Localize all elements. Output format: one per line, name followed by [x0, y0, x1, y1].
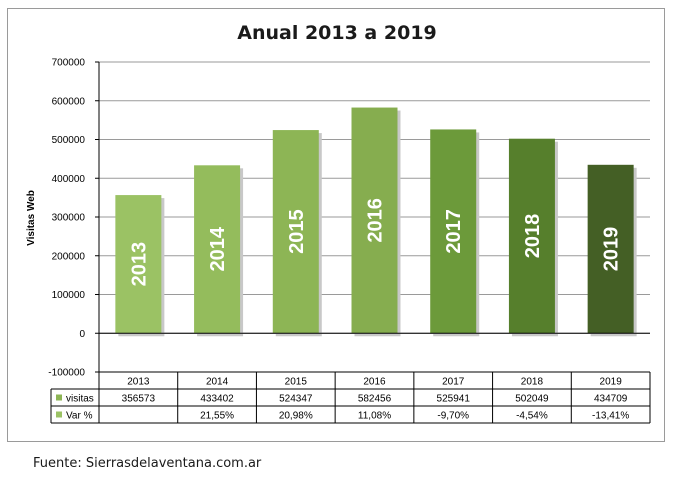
y-tick-label: 500000 [52, 135, 86, 146]
table-header-cell: 2016 [363, 377, 386, 388]
y-axis-ticks: 700000 600000 500000 400000 300000 200000 1000… [48, 58, 85, 379]
table-row-label: visitas [66, 394, 94, 405]
table-header-cell: 2014 [206, 377, 229, 388]
y-tick-label: 200000 [52, 251, 86, 262]
legend-key [56, 411, 62, 418]
y-tick-label: -100000 [48, 368, 85, 379]
chart-title: Anual 2013 a 2019 [237, 22, 437, 44]
bar [272, 130, 319, 334]
legend-key [56, 394, 62, 401]
table-cell: 524347 [279, 394, 313, 405]
bar-chart: 700000 600000 500000 400000 300000 200000 1000… [26, 58, 651, 424]
bar [194, 165, 241, 334]
table-cell: -4,54% [516, 411, 548, 422]
bar-label: 2015 [286, 209, 308, 254]
data-table: 2013 2014 2015 2016 2017 2018 2019 visitas 35657… [50, 371, 651, 424]
table-cell: 356573 [122, 394, 156, 405]
table-header-cell: 2017 [442, 377, 465, 388]
table-header-cell: 2018 [521, 377, 544, 388]
y-tick-label: 0 [79, 329, 85, 340]
bar-label: 2017 [443, 209, 465, 254]
bar-label: 2018 [522, 214, 544, 259]
bar [430, 129, 477, 334]
bar [351, 107, 398, 334]
table-cell: 525941 [437, 394, 471, 405]
y-tick-label: 100000 [52, 290, 86, 301]
table-cell: -9,70% [437, 411, 469, 422]
bar [587, 164, 634, 334]
bar [115, 195, 162, 334]
bar-label: 2013 [128, 242, 150, 287]
table-header-cell: 2019 [600, 377, 623, 388]
table-cell: -13,41% [592, 411, 629, 422]
table-header-cell: 2015 [285, 377, 308, 388]
table-header-cell: 2013 [127, 377, 150, 388]
y-axis-label: Visitas Web [26, 190, 37, 246]
table-cell: 502049 [515, 394, 549, 405]
table-cell: 434709 [594, 394, 628, 405]
table-cell: 582456 [358, 394, 392, 405]
table-cell: 21,55% [200, 411, 234, 422]
bars: 2013 2014 2015 2016 2017 2018 2019 [99, 107, 650, 337]
bar-label: 2014 [207, 226, 229, 271]
y-tick-label: 700000 [52, 58, 86, 69]
table-cell: 11,08% [358, 411, 391, 422]
bar-label: 2019 [601, 227, 623, 272]
bar [508, 138, 555, 334]
y-tick-label: 400000 [52, 174, 86, 185]
y-tick-label: 300000 [52, 213, 86, 224]
table-cell: 433402 [200, 394, 234, 405]
table-cell: 20,98% [279, 411, 313, 422]
source-note: Fuente: Sierrasdelaventana.com.ar [33, 456, 262, 471]
table-row-label: Var % [66, 411, 93, 422]
bar-label: 2016 [365, 198, 387, 243]
y-tick-label: 600000 [52, 96, 86, 107]
